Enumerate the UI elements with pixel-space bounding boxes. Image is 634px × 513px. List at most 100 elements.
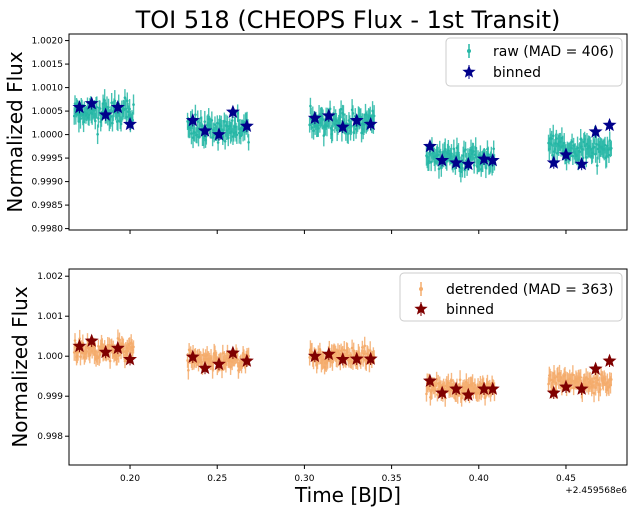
flux-point	[550, 137, 553, 140]
flux-point	[492, 147, 495, 151]
flux-point	[578, 150, 582, 154]
x-tick-label: 0.45	[556, 474, 576, 484]
flux-point	[72, 114, 76, 118]
binned-point	[335, 352, 350, 366]
binned-point	[239, 353, 254, 367]
flux-point	[193, 131, 196, 134]
flux-point	[187, 368, 190, 372]
binned-point	[435, 153, 450, 167]
binned-point	[198, 360, 212, 375]
flux-point	[586, 377, 590, 381]
flux-point	[118, 111, 121, 115]
bottom-legend: detrended (MAD = 363) binned	[399, 272, 623, 322]
flux-point	[223, 120, 226, 123]
flux-point	[73, 339, 77, 342]
legend-star	[462, 65, 476, 78]
legend-detrended-marker	[419, 282, 423, 296]
flux-point	[443, 387, 446, 390]
flux-point	[371, 109, 374, 113]
top-legend-box	[445, 37, 623, 87]
flux-point	[203, 120, 207, 123]
flux-point	[329, 358, 333, 362]
flux-point	[190, 132, 193, 135]
binned-point	[477, 151, 491, 165]
y-tick-label: 1.001	[37, 312, 63, 322]
detrended-binned-points	[72, 333, 617, 401]
y-tick-label: 0.9990	[32, 178, 64, 188]
chart-title: TOI 518 (CHEOPS Flux - 1st Transit)	[135, 6, 561, 34]
flux-point	[436, 153, 440, 157]
bottom-y-ticks: 0.998 0.999 1.000 1.001 1.002	[37, 272, 69, 442]
top-legend: raw (MAD = 406) binned	[445, 37, 623, 87]
flux-point	[79, 355, 82, 358]
binned-point	[123, 352, 137, 366]
flux-point	[308, 123, 311, 127]
flux-point	[195, 133, 199, 136]
flux-point	[342, 348, 346, 352]
binned-point	[211, 127, 226, 141]
binned-point	[461, 387, 476, 401]
legend-detrended-label: detrended (MAD = 363)	[446, 282, 613, 298]
binned-point	[485, 381, 500, 395]
binned-point	[307, 348, 322, 363]
flux-point	[479, 154, 482, 157]
flux-point	[131, 118, 135, 122]
flux-point	[111, 121, 114, 125]
top-x-ticks	[129, 230, 567, 234]
flux-point	[576, 146, 579, 150]
flux-point	[473, 383, 477, 387]
flux-point	[464, 148, 467, 151]
flux-point	[312, 129, 315, 132]
flux-point	[610, 378, 613, 381]
flux-point	[559, 376, 563, 379]
flux-point	[110, 101, 113, 105]
flux-point	[79, 117, 82, 121]
binned-point	[110, 340, 125, 355]
flux-point	[450, 152, 453, 155]
flux-point	[194, 113, 197, 116]
flux-point	[363, 344, 367, 348]
flux-point	[247, 140, 250, 144]
legend-raw-marker	[467, 44, 471, 58]
top-y-ticks: 0.9980 0.9985 0.9990 0.9995 1.0000 1.0005 1.00…	[32, 37, 69, 235]
legend-binned-label-bottom: binned	[446, 302, 494, 318]
binned-point	[349, 113, 364, 127]
bottom-axes-frame	[68, 268, 628, 466]
flux-point	[486, 153, 490, 156]
binned-point	[422, 139, 437, 153]
flux-point	[591, 380, 595, 384]
flux-point	[475, 155, 478, 159]
binned-point	[84, 333, 99, 347]
flux-point	[608, 139, 612, 142]
flux-point	[117, 354, 120, 357]
flux-point	[435, 377, 438, 381]
flux-point	[109, 115, 113, 118]
top-y-axis-label: Normalized Flux	[3, 51, 27, 213]
binned-point	[321, 346, 336, 361]
flux-point	[103, 99, 106, 102]
legend-raw-label: raw (MAD = 406)	[493, 44, 614, 60]
flux-point	[436, 393, 439, 396]
top-axes-frame	[68, 33, 628, 231]
binned-point	[449, 155, 464, 169]
flux-point	[342, 113, 345, 116]
flux-point	[472, 163, 476, 167]
binned-point	[225, 104, 240, 118]
flux-point	[125, 115, 128, 119]
flux-point	[328, 107, 332, 111]
flux-point	[96, 356, 99, 360]
binned-point	[72, 99, 87, 114]
binned-point	[602, 353, 617, 367]
flux-point	[368, 349, 372, 352]
flux-point	[571, 154, 575, 158]
flux-point	[555, 137, 558, 140]
flux-point	[316, 127, 320, 130]
x-tick-label: 0.20	[120, 474, 140, 484]
flux-point	[346, 132, 350, 135]
binned-point	[461, 156, 476, 171]
binned-point	[559, 379, 573, 393]
binned-point	[72, 338, 87, 353]
binned-point	[349, 351, 364, 365]
flux-point	[221, 351, 225, 355]
